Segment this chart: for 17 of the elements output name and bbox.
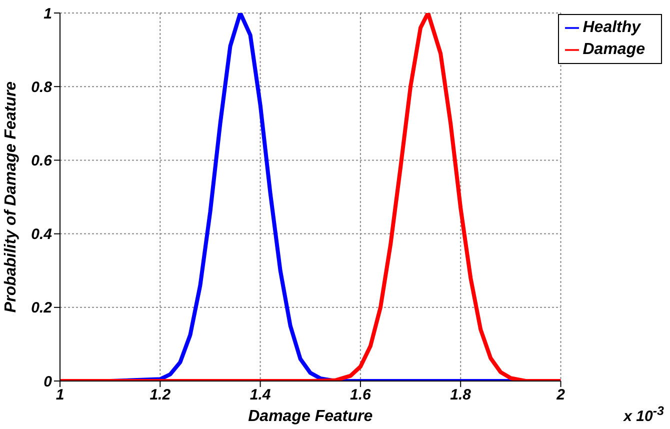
y-tick-label: 1 [44, 5, 52, 22]
x-axis-title: Damage Feature [248, 408, 373, 425]
x-tick-label: 1.6 [350, 386, 372, 404]
y-tick-label: 0.2 [31, 300, 53, 317]
x-tick-label: 1 [56, 386, 64, 404]
legend-label: Healthy [582, 19, 641, 36]
text: x 10$^{-3}$ [624, 404, 664, 425]
y-tick-label: 0.6 [31, 152, 53, 170]
y-tick-label: 0 [44, 373, 53, 390]
x-tick-label: 1.4 [250, 386, 272, 404]
x-tick-label: 1.2 [150, 386, 172, 404]
x-tick-label: 2 [556, 386, 566, 404]
x-tick-label: 1.8 [450, 386, 472, 404]
legend-label: Damage [582, 41, 645, 58]
y-axis-title: Probability of Damage Feature [2, 81, 20, 313]
y-tick-label: 0.4 [31, 226, 53, 244]
y-tick-label: 0.8 [31, 78, 53, 96]
